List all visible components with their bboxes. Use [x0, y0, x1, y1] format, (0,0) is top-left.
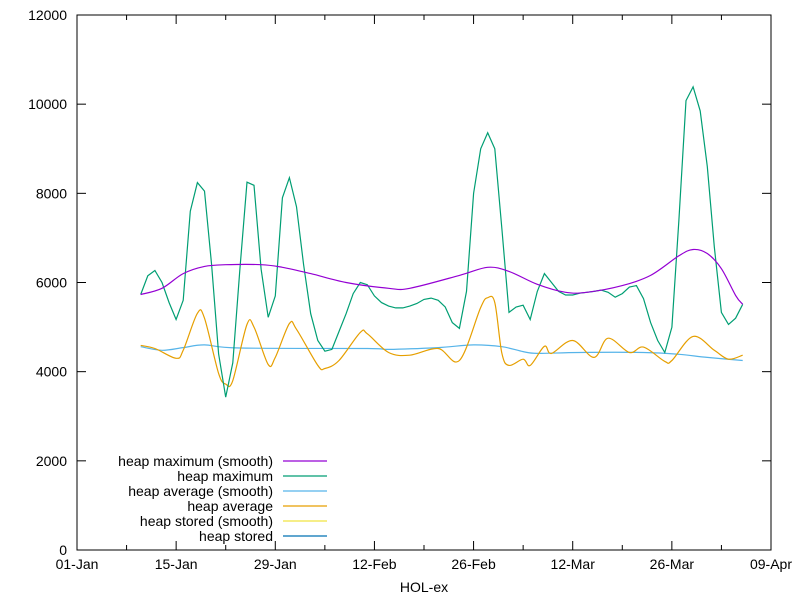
x-tick-label: 26-Mar	[650, 556, 695, 572]
y-tick-label: 6000	[36, 275, 67, 291]
series-line-heap-maximum-smooth	[140, 248, 744, 305]
legend-label: heap average (smooth)	[128, 483, 273, 499]
legend-label: heap stored	[199, 528, 273, 544]
y-tick-label: 0	[59, 542, 67, 558]
series-layer	[140, 85, 744, 398]
x-tick-label: 12-Feb	[352, 556, 397, 572]
y-tick-label: 4000	[36, 364, 67, 380]
x-tick-labels: 01-Jan 15-Jan 29-Jan 12-Feb 26-Feb 12-Mar 26-M…	[56, 556, 793, 572]
y-tick-label: 2000	[36, 453, 67, 469]
x-tick-label: 26-Feb	[451, 556, 496, 572]
series-line-heap-maximum	[140, 85, 744, 398]
x-tick-label: 15-Jan	[155, 556, 198, 572]
legend-label: heap stored (smooth)	[140, 513, 273, 529]
y-tick-label: 12000	[28, 7, 67, 23]
x-tick-label: 12-Mar	[551, 556, 596, 572]
series-line-heap-average	[140, 295, 743, 388]
x-tick-label: 09-Apr	[750, 556, 792, 572]
legend-label: heap maximum	[177, 468, 273, 484]
legend-label: heap average	[187, 498, 273, 514]
x-tick-label: 01-Jan	[56, 556, 99, 572]
axis-ticks	[76, 14, 772, 551]
y-tick-label: 8000	[36, 185, 67, 201]
x-axis-label: HOL-ex	[400, 579, 448, 595]
x-tick-label: 29-Jan	[254, 556, 297, 572]
y-tick-label: 10000	[28, 96, 67, 112]
legend-label: heap maximum (smooth)	[118, 453, 273, 469]
y-tick-labels: 0 2000 4000 6000 8000 10000 12000	[28, 7, 67, 558]
